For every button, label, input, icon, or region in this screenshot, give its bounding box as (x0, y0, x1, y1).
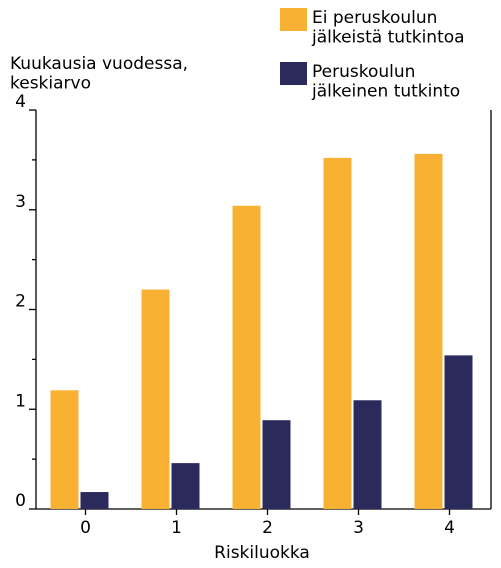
legend-label: Peruskoulun jälkeinen tutkinto (311, 62, 460, 102)
bar (444, 355, 473, 509)
y-axis-label: Kuukausia vuodessa, keskiarvo (10, 54, 188, 94)
bar (141, 289, 170, 509)
x-axis-label: Riskiluokka (214, 543, 310, 563)
bar (171, 463, 200, 509)
bar (414, 153, 443, 509)
legend-swatch (280, 62, 307, 85)
bar (80, 492, 109, 509)
bar (323, 157, 352, 509)
bar (353, 400, 382, 509)
x-tick-label: 0 (80, 518, 91, 538)
x-tick-label: 3 (353, 518, 364, 538)
y-tick-label: 3 (15, 192, 26, 212)
legend-label: Ei peruskoulun jälkeistä tutkintoa (311, 8, 465, 48)
x-tick-label: 4 (444, 518, 455, 538)
y-tick-label: 2 (15, 292, 26, 312)
y-tick-label: 0 (15, 491, 26, 511)
bar (262, 420, 291, 509)
legend-swatch (280, 8, 307, 31)
y-tick-label: 4 (15, 92, 26, 112)
y-tick-label: 1 (15, 391, 26, 411)
x-tick-label: 1 (171, 518, 182, 538)
bar (232, 205, 261, 509)
bar (50, 390, 79, 509)
x-tick-label: 2 (262, 518, 273, 538)
